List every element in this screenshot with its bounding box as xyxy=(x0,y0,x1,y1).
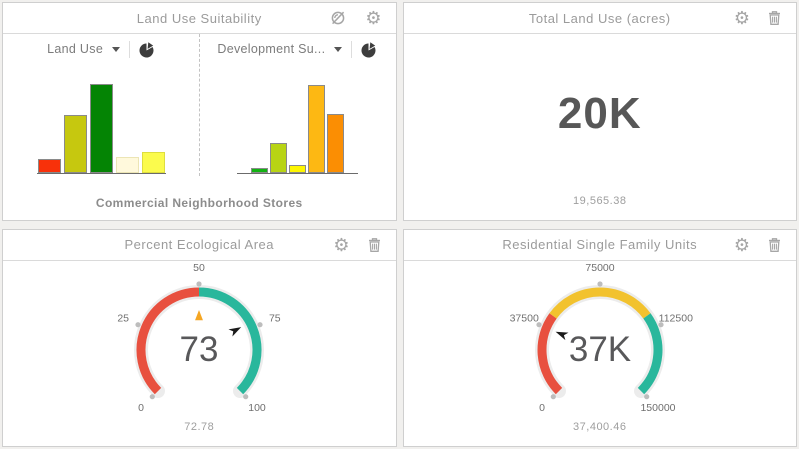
svg-text:0: 0 xyxy=(539,402,545,414)
pie-chart-icon[interactable] xyxy=(139,41,155,58)
left-chart-half: Land Use xyxy=(3,34,199,220)
bar-2 xyxy=(63,114,87,173)
dual-chart-container: Land Use xyxy=(3,34,396,220)
pie-chart-icon[interactable] xyxy=(361,41,377,58)
trash-icon[interactable] xyxy=(767,10,782,26)
svg-text:75: 75 xyxy=(269,312,281,324)
indicator-value-wrap: 20K xyxy=(404,34,797,195)
dashed-divider xyxy=(199,34,201,176)
bar-1 xyxy=(250,167,268,173)
panel-total-land-use: Total Land Use (acres) ⚙ 20K xyxy=(402,2,797,221)
land-use-selector[interactable]: Land Use xyxy=(3,34,199,64)
panel-land-use-suitability: Land Use Suitability ⚙ Land Use xyxy=(2,2,397,221)
svg-text:112500: 112500 xyxy=(658,312,692,324)
svg-text:0: 0 xyxy=(138,402,144,414)
bar-4 xyxy=(115,156,139,173)
percent-ecological-area-gauge: 0 25 50 75 100 73 xyxy=(3,261,396,422)
header-icons: ⚙ xyxy=(333,230,381,260)
hidden-eye-icon[interactable] xyxy=(329,10,348,26)
chevron-down-icon xyxy=(334,46,343,52)
svg-text:25: 25 xyxy=(118,312,130,324)
panel-header: Percent Ecological Area ⚙ xyxy=(3,230,396,261)
svg-text:150000: 150000 xyxy=(640,402,675,414)
land-use-bar-chart xyxy=(36,83,166,174)
panel-header: Residential Single Family Units ⚙ xyxy=(403,230,796,261)
selector-divider xyxy=(351,40,353,58)
gear-icon[interactable]: ⚙ xyxy=(365,8,382,28)
svg-text:37500: 37500 xyxy=(509,312,538,324)
indicator-value: 20K xyxy=(557,89,642,139)
panel-body: 20K 19,565.38 xyxy=(404,34,797,220)
header-icons: ⚙ xyxy=(329,3,382,33)
panel-title: Residential Single Family Units xyxy=(502,237,698,252)
header-icons: ⚙ xyxy=(734,3,782,33)
svg-text:100: 100 xyxy=(248,402,266,414)
reference-value: 72.78 xyxy=(184,421,215,433)
panel-percent-ecological-area: Percent Ecological Area ⚙ 0 25 50 75 100 73 xyxy=(2,228,397,447)
panel-header: Land Use Suitability ⚙ xyxy=(3,3,396,34)
trash-icon[interactable] xyxy=(767,237,782,253)
panel-header: Total Land Use (acres) ⚙ xyxy=(403,3,796,34)
selector-label: Land Use xyxy=(47,42,104,56)
gear-icon[interactable]: ⚙ xyxy=(333,234,350,255)
panel-title: Total Land Use (acres) xyxy=(528,10,671,26)
right-chart-half: Development Su... xyxy=(199,34,395,220)
panel-body: 0 37500 75000 112500 150000 37K 37,400.46 xyxy=(404,261,797,447)
svg-text:73: 73 xyxy=(180,330,219,369)
panel-residential-single-family-units: Residential Single Family Units ⚙ 0 37500… xyxy=(402,228,797,447)
reference-value: 37,400.46 xyxy=(573,421,627,433)
chevron-down-icon xyxy=(112,46,121,52)
gear-icon[interactable]: ⚙ xyxy=(733,234,750,255)
header-icons: ⚙ xyxy=(734,230,782,260)
svg-text:50: 50 xyxy=(193,262,205,274)
panel-title: Percent Ecological Area xyxy=(124,237,275,252)
bar-5 xyxy=(141,151,165,173)
development-suitability-selector[interactable]: Development Su... xyxy=(199,34,395,64)
bar-4 xyxy=(307,84,325,173)
bar-3 xyxy=(288,164,306,173)
reference-value: 19,565.38 xyxy=(573,194,627,207)
selector-divider xyxy=(129,40,131,58)
gear-icon[interactable]: ⚙ xyxy=(733,8,750,28)
trash-icon[interactable] xyxy=(367,237,382,253)
bar-chart-area xyxy=(199,64,395,220)
bar-2 xyxy=(269,142,287,173)
chart-caption: Commercial Neighborhood Stores xyxy=(95,195,303,210)
bar-5 xyxy=(326,113,344,173)
selector-label: Development Su... xyxy=(217,42,326,56)
panel-title: Land Use Suitability xyxy=(136,10,262,26)
bar-chart-area xyxy=(3,64,199,220)
panel-body: 0 25 50 75 100 73 72.78 xyxy=(3,261,396,447)
svg-text:37K: 37K xyxy=(569,330,631,369)
development-suitability-bar-chart xyxy=(236,84,358,174)
bar-1 xyxy=(37,158,61,173)
bar-3 xyxy=(89,83,113,173)
panel-body: Land Use xyxy=(3,34,396,220)
svg-text:75000: 75000 xyxy=(585,262,614,274)
residential-single-family-units-gauge: 0 37500 75000 112500 150000 37K xyxy=(404,261,797,422)
